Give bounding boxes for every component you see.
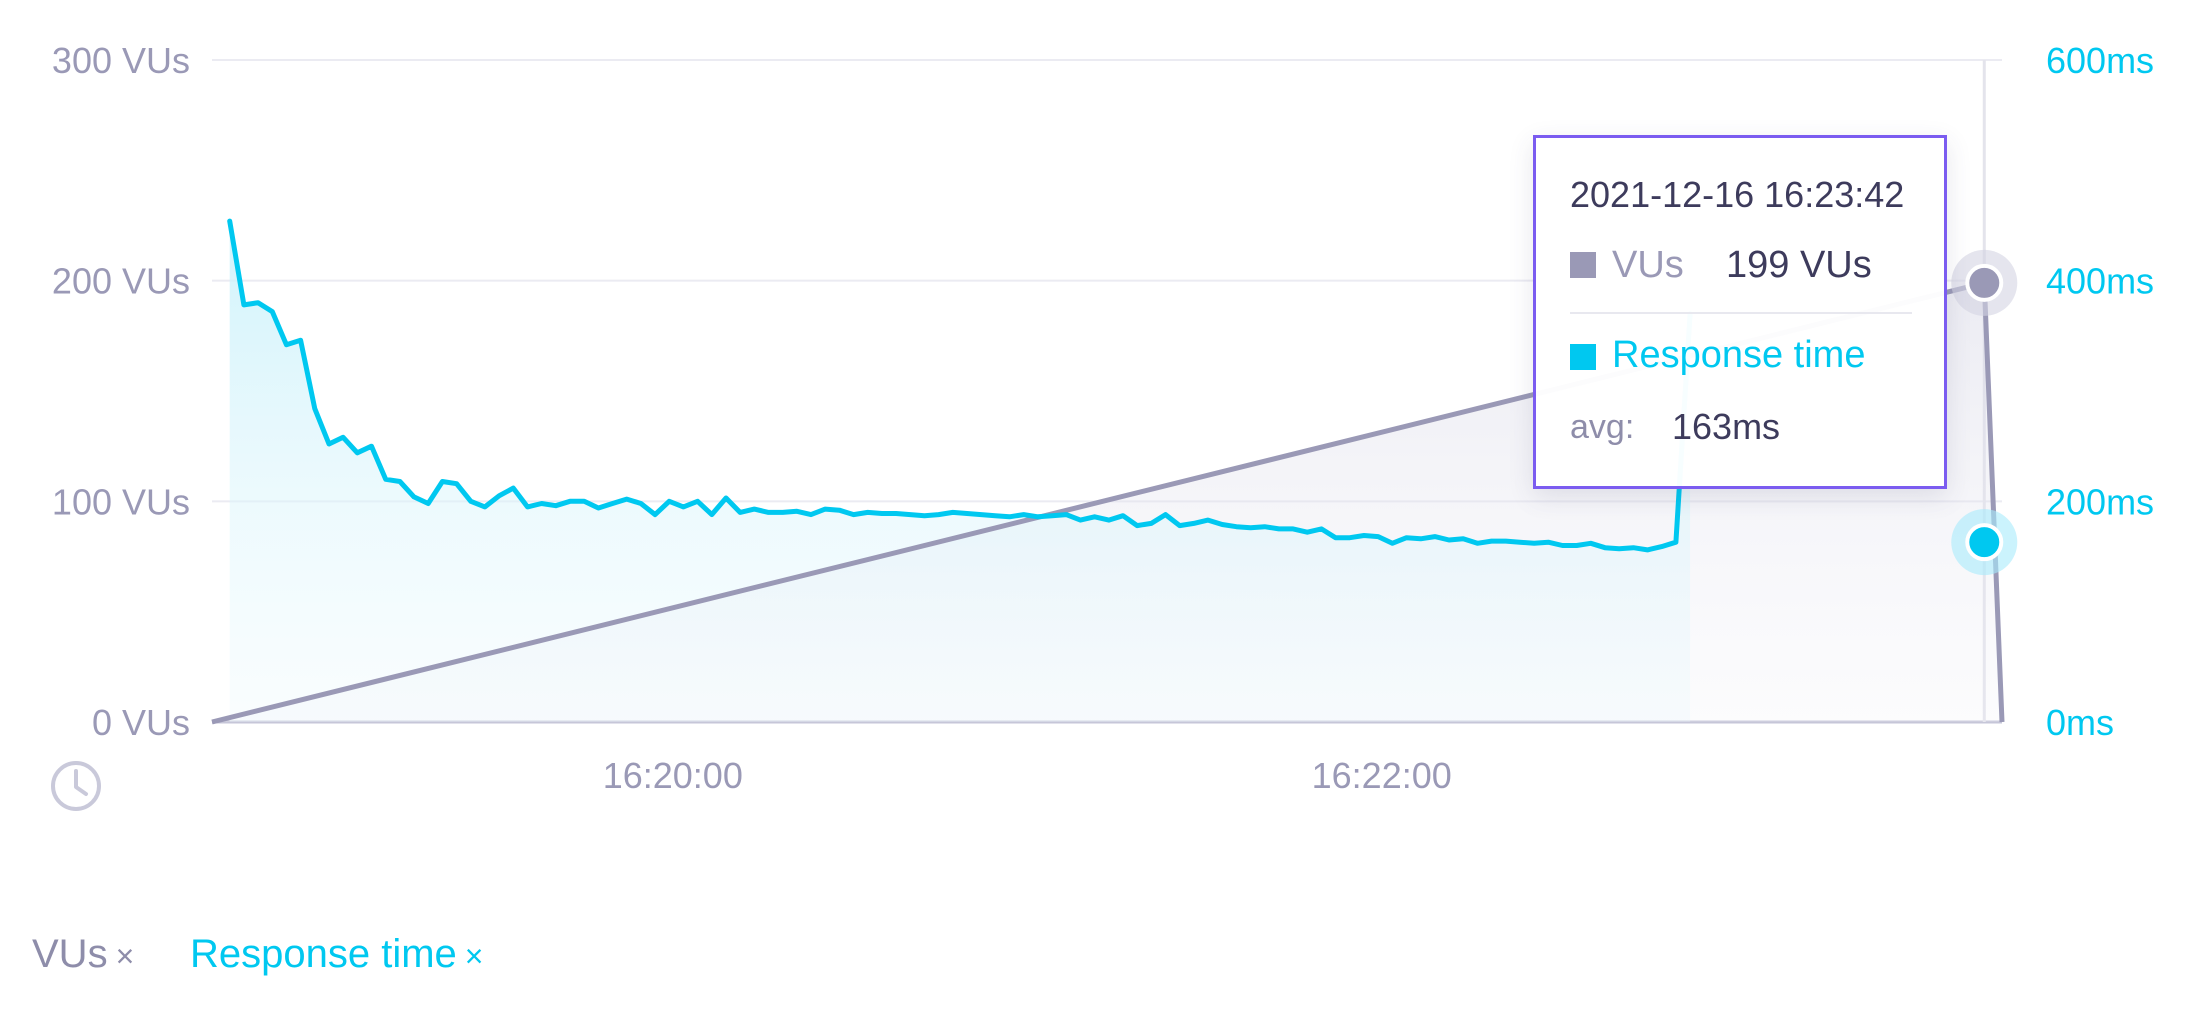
legend-item-vus[interactable]: VUs × [32, 932, 134, 977]
legend-item-response-time[interactable]: Response time × [190, 932, 483, 977]
y-right-tick-label: 200ms [2046, 481, 2154, 522]
legend-response-time-remove-icon[interactable]: × [464, 938, 484, 974]
y-right-tick-label: 600ms [2046, 40, 2154, 81]
tooltip-avg-value: 163ms [1672, 406, 1781, 447]
tooltip-timestamp: 2021-12-16 16:23:42 [1570, 174, 1905, 215]
tooltip-vus-value: 199 VUs [1726, 244, 1872, 286]
chart-tooltip: 2021-12-16 16:23:42 VUs 199 VUs Response… [1533, 135, 1947, 489]
y-right-tick-label: 400ms [2046, 261, 2154, 302]
y-left-tick-label: 300 VUs [52, 40, 190, 81]
y-left-tick-label: 0 VUs [92, 702, 190, 743]
legend-vus-label: VUs [32, 932, 108, 976]
x-tick-label: 16:22:00 [1312, 755, 1452, 796]
x-tick-label: 16:20:00 [603, 755, 743, 796]
tooltip-divider [1570, 312, 1912, 314]
tooltip-vus-label: VUs [1612, 244, 1684, 286]
vus-swatch [1570, 252, 1596, 278]
response-time-swatch [1570, 344, 1596, 370]
y-left-tick-label: 100 VUs [52, 481, 190, 522]
vus-hover-point [1965, 263, 2004, 302]
response-time-hover-point [1965, 523, 2004, 562]
y-right-tick-label: 0ms [2046, 702, 2114, 743]
tooltip-response-time-label: Response time [1612, 334, 1866, 376]
response-time-area [229, 221, 1691, 722]
legend-response-time-label: Response time [190, 932, 457, 976]
legend-vus-remove-icon[interactable]: × [115, 938, 135, 974]
axis-labels: 300 VUs 200 VUs 100 VUs 0 VUs 600ms 400ms 200m… [52, 40, 2154, 796]
tooltip-avg-label: avg: [1570, 408, 1635, 446]
response-time-line [227, 218, 1693, 553]
clock-icon [51, 761, 101, 811]
y-left-tick-label: 200 VUs [52, 261, 190, 302]
hover-markers [1951, 249, 2018, 576]
